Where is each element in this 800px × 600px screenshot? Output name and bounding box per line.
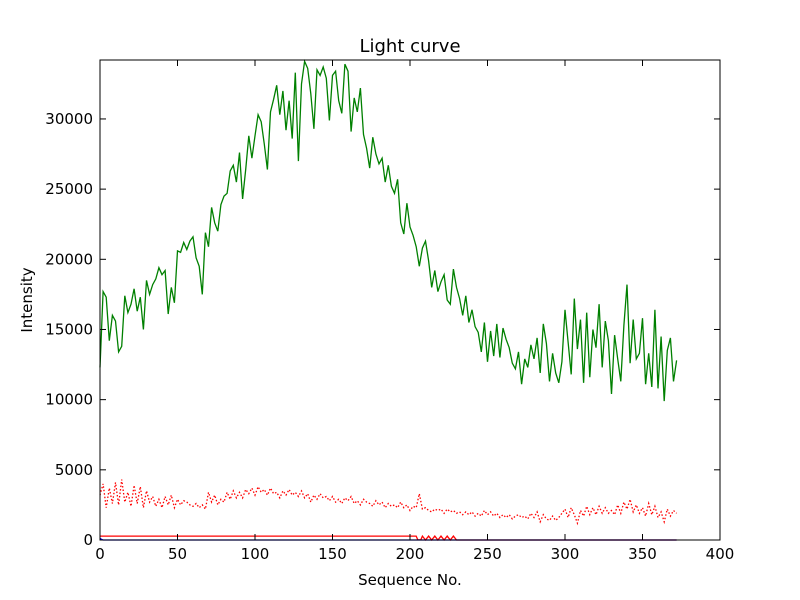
x-tick-label: 400 [706, 545, 735, 563]
series-layer [99, 59, 678, 542]
chart-title: Light curve [359, 36, 460, 57]
x-tick-label: 0 [95, 545, 105, 563]
x-tick-label: 250 [473, 545, 502, 563]
y-tick-label: 0 [83, 531, 93, 549]
y-tick-label: 25000 [45, 180, 93, 198]
y-tick-label: 20000 [45, 250, 93, 268]
x-axis-label: Sequence No. [358, 571, 462, 589]
series-line-1 [99, 59, 678, 402]
y-tick-label: 15000 [45, 320, 93, 338]
x-tick-label: 350 [628, 545, 657, 563]
y-tick-label: 10000 [45, 391, 93, 409]
x-tick-label: 150 [318, 545, 347, 563]
x-tick-label: 200 [396, 545, 425, 563]
x-tick-label: 50 [168, 545, 187, 563]
series-line-2 [99, 479, 678, 526]
y-axis-label: Intensity [18, 267, 36, 332]
x-tick-label: 100 [241, 545, 270, 563]
y-tick-label: 5000 [55, 461, 93, 479]
x-tick-label: 300 [551, 545, 580, 563]
y-tick-label: 30000 [45, 110, 93, 128]
ticks-layer: 0 50 100 150 200 250 300 350 400 0 5000 10000 15000 2… [45, 60, 734, 563]
